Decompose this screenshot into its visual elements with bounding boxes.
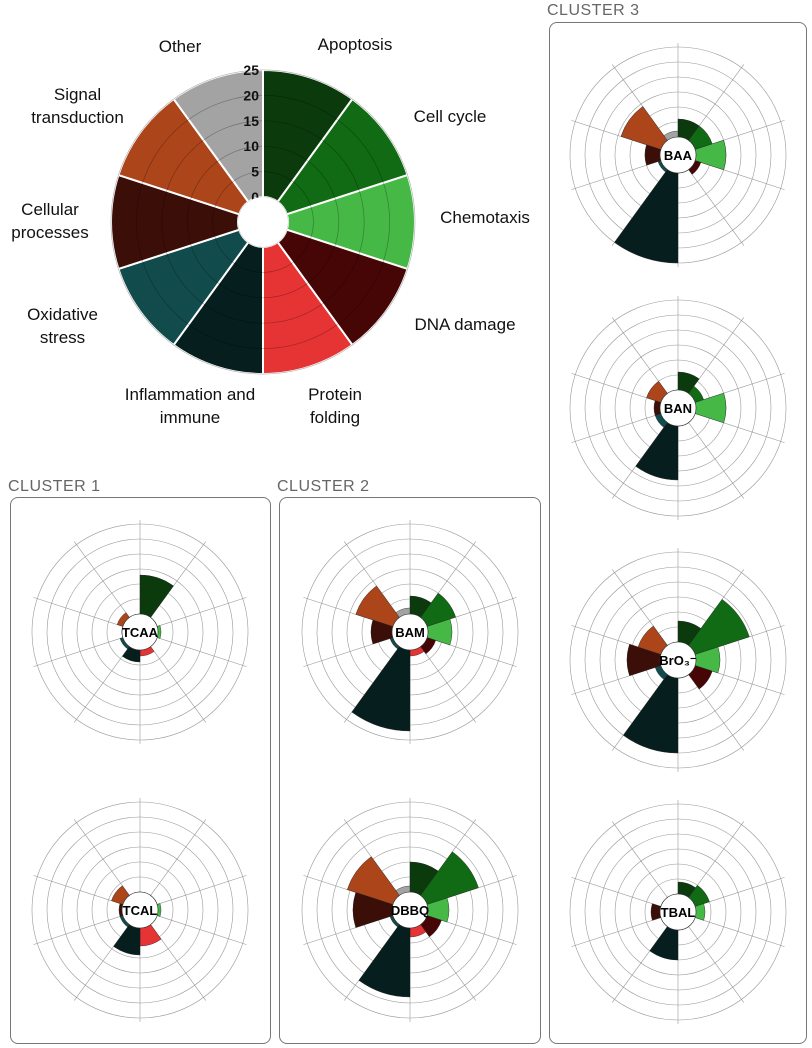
chart-title: BAM (395, 625, 425, 640)
spoke (73, 541, 130, 618)
spoke (157, 915, 247, 945)
spoke (688, 422, 745, 499)
chart-title: TBAL (661, 905, 696, 920)
center-hole (659, 893, 697, 931)
spoke (33, 875, 123, 905)
category-label: DNA damage (414, 315, 516, 334)
spoke (73, 819, 130, 896)
spoke (33, 915, 123, 945)
center-hole (121, 613, 159, 651)
category-label: Cellular processes (11, 200, 89, 242)
y-tick-label: 5 (251, 164, 259, 180)
rose-sector (113, 924, 141, 956)
chart-title: BAN (664, 401, 692, 416)
rose-sector (355, 585, 400, 627)
cluster-box (10, 497, 271, 1044)
category-label: Oxidative stress (27, 305, 98, 347)
spoke (157, 637, 247, 667)
spoke (688, 169, 745, 246)
spoke (33, 597, 123, 627)
chart-title: BrO₃⁻ (659, 653, 697, 668)
spoke (33, 637, 123, 667)
rose-sector (351, 646, 411, 732)
spoke (571, 160, 661, 190)
rose-sector (620, 106, 668, 150)
chart-title: BAA (664, 148, 693, 163)
spoke (688, 821, 745, 898)
cluster-title: CLUSTER 3 (547, 2, 640, 19)
center-hole (659, 136, 697, 174)
spoke (611, 821, 668, 898)
y-tick-label: 0 (251, 189, 259, 205)
cluster-box (279, 497, 541, 1044)
y-tick-label: 10 (243, 138, 259, 154)
cluster-title: CLUSTER 1 (8, 478, 101, 495)
y-tick-label: 15 (243, 113, 259, 129)
center-hole (659, 641, 697, 679)
spoke (420, 924, 477, 1001)
spoke (695, 917, 785, 947)
spoke (73, 646, 130, 723)
spoke (150, 819, 207, 896)
spoke (688, 926, 745, 1003)
spoke (695, 877, 785, 907)
rose-sector (635, 422, 679, 481)
spoke (571, 413, 661, 443)
rose-sector (694, 903, 706, 921)
category-label: Signal transduction (31, 85, 124, 127)
spoke (150, 646, 207, 723)
y-tick-label: 25 (243, 62, 259, 78)
center-hole (391, 891, 429, 929)
rose-sector (649, 926, 679, 961)
center-hole (238, 197, 288, 247)
y-tick-label: 20 (243, 87, 259, 103)
spoke (420, 646, 477, 723)
category-label: Inflammation and immune (124, 385, 256, 427)
category-label: Apoptosis (317, 35, 393, 54)
center-hole (391, 613, 429, 651)
cluster-box (549, 22, 807, 1044)
spoke (157, 597, 247, 627)
category-label: Chemotaxis (440, 208, 530, 227)
spoke (157, 875, 247, 905)
spoke (571, 877, 661, 907)
chart-title: TCAL (123, 903, 158, 918)
rose-sector (139, 574, 174, 618)
center-hole (659, 389, 697, 427)
spoke (571, 917, 661, 947)
rose-sector (614, 169, 679, 264)
chart-title: TCAA (122, 625, 159, 640)
spoke (571, 373, 661, 403)
rose-sector (650, 903, 662, 921)
spoke (611, 317, 668, 394)
center-hole (121, 891, 159, 929)
rose-sector (623, 674, 679, 754)
cluster-title: CLUSTER 2 (277, 478, 370, 495)
category-label: Cell cycle (413, 107, 487, 126)
category-label: Other (158, 37, 202, 56)
rose-sector (358, 924, 411, 998)
category-label: Protein folding (308, 385, 362, 427)
chart-title: DBBQ (391, 903, 429, 918)
